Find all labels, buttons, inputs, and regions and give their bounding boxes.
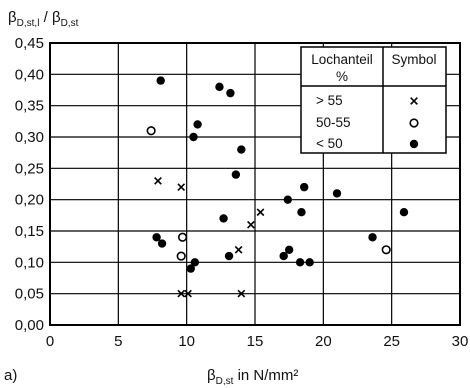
x-tick-label: 0 [46, 333, 54, 350]
data-point-filled-circle [295, 258, 305, 267]
x-tick-labels: 0 5 10 15 20 25 30 [46, 333, 469, 350]
x-axis-title: βD,st in N/mm² [207, 367, 298, 387]
data-point-open-circle [146, 126, 156, 136]
y-axis-title-sub1: D,st,l [17, 18, 40, 29]
data-point-filled-circle [297, 208, 306, 217]
y-axis-title-beta2: β [52, 9, 61, 26]
legend-header-symbol: Symbol [391, 52, 436, 67]
data-point-filled-circle [157, 239, 167, 248]
y-axis-title-beta1: β [8, 9, 17, 26]
legend-marker-cross [410, 97, 418, 105]
x-tick-label: 10 [178, 333, 195, 350]
data-point-cross [234, 245, 243, 254]
y-axis-title: βD,st,l / βD,st [8, 9, 79, 29]
data-point-filled-circle [368, 233, 377, 242]
x-tick-label: 20 [315, 333, 332, 350]
data-point-cross [237, 289, 246, 298]
x-tick-label: 25 [383, 333, 400, 350]
legend-header-lochanteil: Lochanteil [311, 52, 373, 67]
data-point-filled-circle [219, 214, 228, 223]
y-axis-title-sub2: D,st [61, 18, 79, 29]
y-tick-label: 0,15 [15, 223, 44, 240]
y-tick-labels: 0,00 0,05 0,10 0,15 0,20 0,25 0,30 0,35 0,40 0,45 [15, 35, 44, 334]
data-point-filled-circle [193, 120, 202, 129]
data-point-cross [256, 208, 265, 217]
data-point-filled-circle [305, 258, 314, 267]
data-point-open-circle [381, 245, 391, 255]
x-axis-title-beta: β [207, 367, 216, 384]
data-point-cross [177, 289, 186, 298]
y-tick-label: 0,20 [15, 192, 44, 209]
data-point-filled-circle [399, 208, 409, 217]
data-point-filled-circle [152, 233, 161, 242]
x-axis-title-unit: in N/mm² [233, 367, 298, 384]
data-point-filled-circle [300, 182, 309, 192]
legend-label-50-55: 50-55 [316, 115, 351, 130]
legend-marker-filled-circle [409, 139, 419, 149]
data-points [146, 76, 409, 298]
data-point-filled-circle [226, 88, 235, 98]
legend-markers [409, 97, 419, 149]
data-point-cross [184, 289, 192, 298]
panel-label: a) [4, 367, 17, 384]
data-point-cross [177, 183, 186, 191]
data-point-filled-circle [189, 132, 198, 142]
legend-marker-open-circle [409, 118, 419, 128]
data-point-open-circle [177, 232, 188, 242]
y-tick-label: 0,30 [15, 129, 44, 146]
data-point-filled-circle [231, 170, 241, 179]
data-point-filled-circle [215, 82, 224, 92]
legend-label-gt55: > 55 [316, 93, 343, 108]
data-point-open-circle [176, 251, 186, 261]
data-point-filled-circle [190, 258, 200, 267]
data-point-cross [154, 177, 162, 185]
y-tick-label: 0,05 [15, 286, 44, 303]
data-point-filled-circle [186, 264, 195, 273]
data-point-filled-circle [224, 251, 234, 261]
x-tick-label: 15 [247, 333, 264, 350]
x-axis-title-sub: D,st [216, 376, 234, 387]
legend: Lochanteil % Symbol > 55 50-55 < 50 [300, 46, 447, 154]
y-axis-title-slash: / [39, 9, 52, 26]
data-point-filled-circle [156, 76, 165, 85]
x-tick-label: 5 [114, 333, 122, 350]
legend-box [300, 46, 447, 154]
data-point-filled-circle [279, 251, 288, 261]
y-tick-label: 0,40 [15, 66, 44, 83]
data-point-filled-circle [332, 189, 342, 198]
data-point-filled-circle [237, 145, 246, 154]
legend-header-percent: % [336, 69, 348, 84]
data-point-filled-circle [284, 245, 294, 254]
plot-frame [49, 42, 461, 326]
y-tick-label: 0,10 [15, 254, 44, 271]
legend-label-lt50: < 50 [316, 136, 343, 151]
x-tick-label: 30 [452, 333, 469, 350]
y-tick-label: 0,35 [15, 98, 44, 115]
y-tick-label: 0,45 [15, 35, 44, 52]
data-point-cross [247, 220, 255, 229]
y-tick-label: 0,25 [15, 160, 44, 177]
data-point-filled-circle [283, 195, 292, 204]
y-tick-label: 0,00 [15, 317, 44, 334]
